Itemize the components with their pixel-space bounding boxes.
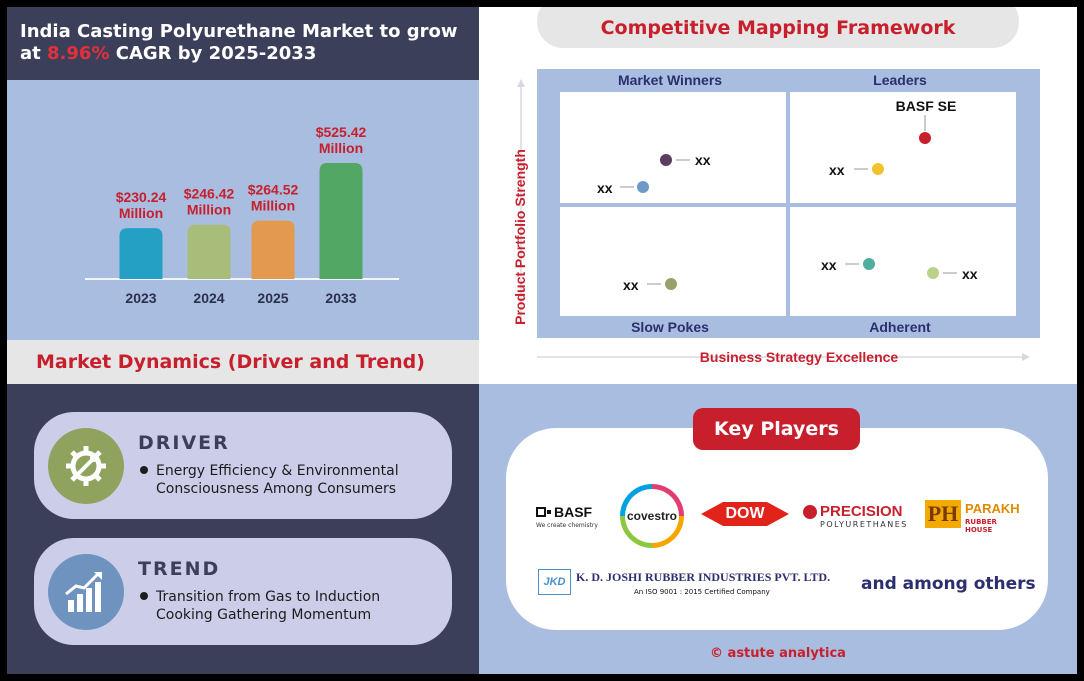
main-title: India Casting Polyurethane Market to gro… [7,7,479,80]
x-axis-label: Business Strategy Excellence [700,349,899,365]
arrow-right-icon [1022,353,1030,361]
market-size-chart: $230.24 Million 2023 $246.42 Million 2024 $264… [7,80,479,340]
point-label: xx [829,162,845,178]
competitive-panel: Competitive Mapping Framework Market Win… [479,7,1077,384]
quadrant-label-market-winners: Market Winners [618,72,722,88]
bar-value-label: $230.24 [116,189,167,205]
kd-joshi-sub: An ISO 9001 : 2015 Certified Company [634,588,770,596]
matrix-point-1: xx [660,152,711,168]
matrix-point-2: xx [597,180,649,196]
bar-unit-label: Million [251,198,295,214]
x-tick-label: 2023 [125,290,156,306]
parakh-mark: PH [925,500,961,528]
precision-logo: PRECISION POLYURETHANES [803,503,915,529]
x-tick-label: 2033 [325,290,356,306]
and-others-text: and among others [861,574,1036,594]
bar-value-label: $525.42 [316,124,367,140]
driver-text: Energy Efficiency & Environmental Consci… [156,463,399,497]
bar-2023 [119,228,163,279]
dow-name: DOW [725,505,765,522]
cagr-value: 8.96% [47,43,110,64]
bar-chart-svg: $230.24Million2023$246.42Million2024$264… [85,124,399,306]
infographic: India Casting Polyurethane Market to gro… [7,7,1077,674]
trend-card: TREND Transition from Gas to Induction C… [34,538,452,645]
covestro-name: covestro [625,489,679,543]
point-label: xx [597,180,613,196]
covestro-logo: covestro [620,484,684,548]
copyright: © astute analytica [710,646,846,661]
competitive-title: Competitive Mapping Framework [537,7,1019,48]
title-prefix: at [20,43,48,64]
matrix-point-7: xx [927,266,978,282]
bar-unit-label: Million [319,140,363,156]
point-label: xx [821,257,837,273]
matrix-point-6: xx [821,257,875,273]
bar-value-label: $246.42 [184,186,235,202]
driver-title: DRIVER [138,432,230,454]
quadrant-label-slow-pokes: Slow Pokes [631,319,709,335]
kd-joshi-mark: JKD [538,569,571,595]
key-players-panel: Key Players BASF We create chemistry cov… [479,384,1077,674]
competitive-matrix: Market Winners Leaders Slow Pokes Adhere… [512,69,1040,365]
dow-diamond-icon [701,502,789,526]
precision-name: PRECISION [820,503,903,520]
x-tick-label: 2024 [193,290,224,306]
point-label: xx [695,152,711,168]
point-label: xx [962,266,978,282]
precision-sub: POLYURETHANES [820,520,908,529]
arrow-up-icon [517,79,525,87]
kd-joshi-logo: JKD K. D. JOSHI RUBBER INDUSTRIES PVT. L… [538,569,856,603]
trend-text: Transition from Gas to Induction Cooking… [156,589,381,623]
title-line-2: at 8.96% CAGR by 2025-2033 [20,43,479,65]
matrix-point-basf: BASF SE [896,98,957,144]
precision-mark-icon [803,504,817,519]
basf-logo: BASF We create chemistry [536,504,606,529]
y-axis-label: Product Portfolio Strength [512,149,528,325]
quadrant-label-leaders: Leaders [873,72,927,88]
point-label: BASF SE [896,98,957,114]
bar-value-label: $264.52 [248,182,299,198]
bar-2025 [251,220,295,279]
x-tick-label: 2025 [257,290,288,306]
gear-wrench-icon [48,428,124,504]
parakh-sub: RUBBER HOUSE [965,518,997,534]
key-players-box [506,428,1048,630]
parakh-logo: PH PARAKH RUBBER HOUSE [925,500,1025,534]
quadrant-market-winners [560,92,786,203]
quadrant-label-adherent: Adherent [869,319,931,335]
bar-2033 [319,163,363,279]
key-players-heading: Key Players [693,408,860,450]
driver-card: DRIVER Energy Efficiency & Environmental… [34,412,452,519]
quadrant-slow-pokes [560,207,786,316]
quadrant-adherent [790,207,1016,316]
bullet-icon [140,466,148,474]
parakh-name: PARAKH [965,501,1020,516]
point-label: xx [623,277,639,293]
title-line-1: India Casting Polyurethane Market to gro… [20,21,458,42]
bar-2024 [187,224,231,279]
title-suffix: CAGR by 2025-2033 [109,43,317,64]
bar-unit-label: Million [119,205,163,221]
dynamics-heading: Market Dynamics (Driver and Trend) [7,340,479,384]
bullet-icon [140,592,148,600]
dow-logo: DOW [701,498,789,530]
basf-tagline: We create chemistry [536,522,598,529]
bar-unit-label: Million [187,202,231,218]
matrix-point-4: xx [829,162,884,178]
basf-name: BASF [554,504,593,520]
dynamics-panel: DRIVER Energy Efficiency & Environmental… [7,384,479,674]
kd-joshi-name: K. D. JOSHI RUBBER INDUSTRIES PVT. LTD. [576,570,831,584]
growth-chart-icon [48,554,124,630]
trend-title: TREND [138,558,221,580]
quadrant-leaders [790,92,1016,203]
matrix-point-5: xx [623,277,677,293]
